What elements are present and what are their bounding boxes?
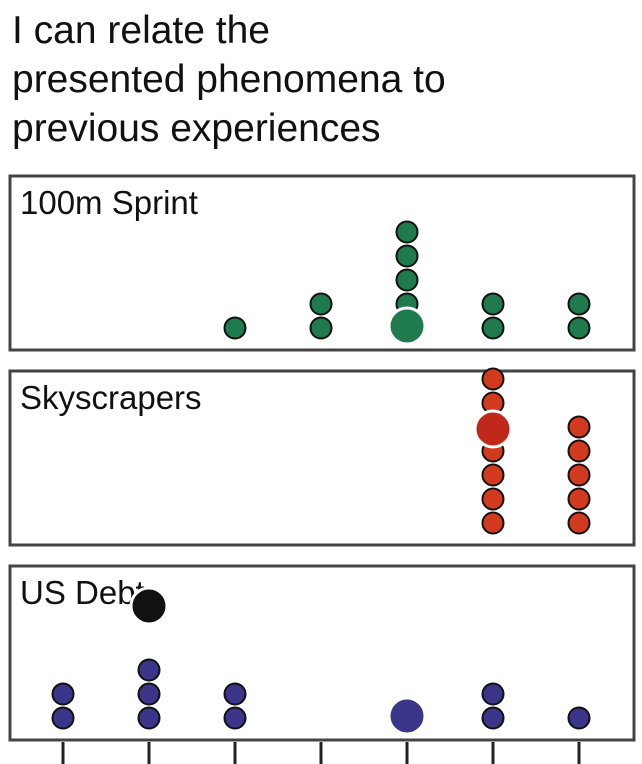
data-dot [223, 706, 247, 730]
data-dot [481, 511, 505, 535]
data-dot [481, 292, 505, 316]
data-dot [567, 439, 591, 463]
panel-label: Skyscrapers [20, 379, 202, 416]
data-dot [137, 706, 161, 730]
panel-frame [8, 369, 636, 547]
extra-marker [129, 586, 169, 626]
data-dot [481, 682, 505, 706]
data-dot [567, 415, 591, 439]
data-dot [395, 220, 419, 244]
panel-frame [8, 564, 636, 742]
data-dot [395, 244, 419, 268]
mean-marker [387, 306, 427, 346]
data-dot [51, 706, 75, 730]
data-dot [395, 268, 419, 292]
data-dot [223, 316, 247, 340]
data-dot [481, 316, 505, 340]
mean-marker [387, 696, 427, 736]
data-dot [223, 682, 247, 706]
data-dot [567, 463, 591, 487]
data-dot [309, 316, 333, 340]
data-dot [137, 682, 161, 706]
mean-marker [473, 409, 513, 449]
data-dot [51, 682, 75, 706]
data-dot [481, 487, 505, 511]
data-dot [481, 367, 505, 391]
data-dot [567, 511, 591, 535]
panel-label: US Debt [20, 574, 145, 611]
data-dot [567, 706, 591, 730]
data-dot [567, 487, 591, 511]
data-dot [567, 316, 591, 340]
data-dot [567, 292, 591, 316]
panel-label: 100m Sprint [20, 184, 198, 221]
chart-title: I can relate the presented phenomena to … [12, 9, 446, 150]
data-dot [481, 463, 505, 487]
data-dot [481, 706, 505, 730]
data-dot [309, 292, 333, 316]
data-dot [137, 658, 161, 682]
